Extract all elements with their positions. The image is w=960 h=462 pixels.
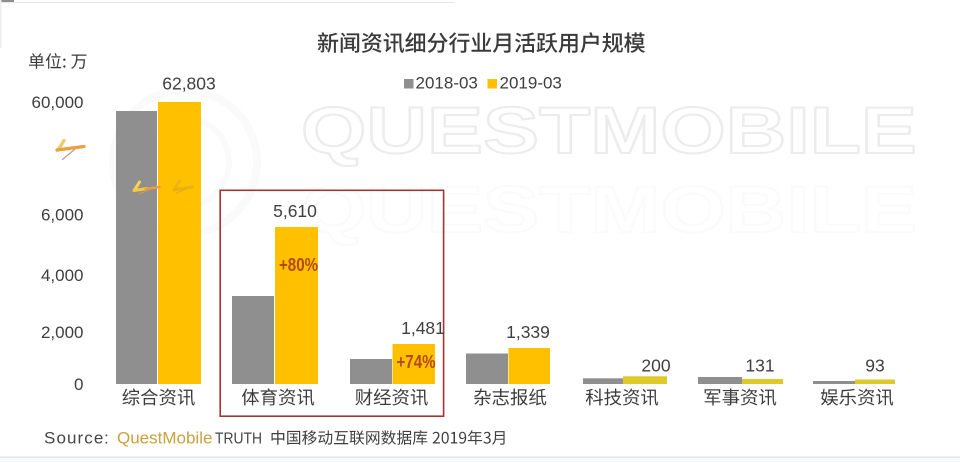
svg-text:0: 0 [74,375,83,394]
svg-text:QUESTMOBILE: QUESTMOBILE [301,93,917,167]
svg-text:1,339: 1,339 [506,322,550,342]
svg-text:2018-03: 2018-03 [416,74,478,93]
svg-text:+80%: +80% [279,255,318,275]
svg-text:Source: Source [44,429,104,448]
svg-text:93: 93 [865,356,884,376]
svg-text:2019-03: 2019-03 [500,74,562,93]
svg-text:QuestMobile: QuestMobile [117,429,212,448]
svg-text:200: 200 [641,356,670,376]
svg-text::: : [104,429,109,448]
svg-text:2,000: 2,000 [41,323,84,342]
svg-text:TRUTH: TRUTH [215,431,262,448]
svg-text:5,610: 5,610 [273,201,317,221]
svg-text:+74%: +74% [397,352,436,372]
svg-text:1,481: 1,481 [401,318,445,338]
svg-text:62,803: 62,803 [162,74,216,94]
svg-text:4,000: 4,000 [41,266,84,285]
svg-text:60,000: 60,000 [32,93,84,112]
svg-text:6,000: 6,000 [41,206,84,225]
svg-text:QUESTMOBILE: QUESTMOBILE [301,172,917,246]
svg-text:131: 131 [745,356,774,376]
